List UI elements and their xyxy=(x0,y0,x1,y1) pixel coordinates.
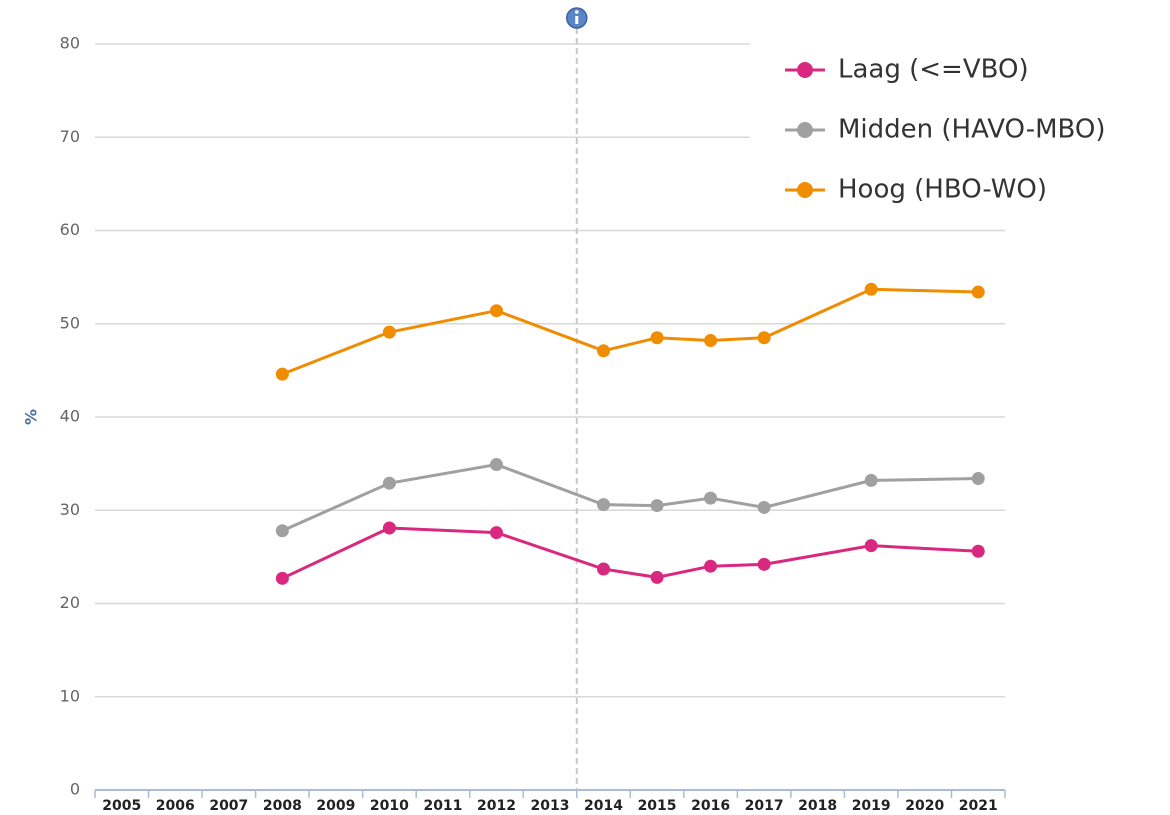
data-point xyxy=(757,500,771,514)
data-point xyxy=(597,498,611,512)
data-point xyxy=(650,499,664,513)
x-tick-label: 2014 xyxy=(584,798,623,814)
x-tick-label: 2021 xyxy=(959,798,998,814)
y-tick-label: 10 xyxy=(60,686,80,705)
x-tick-label: 2008 xyxy=(263,798,302,814)
x-tick-label: 2012 xyxy=(477,798,516,814)
x-tick-label: 2005 xyxy=(102,798,141,814)
y-tick-label: 70 xyxy=(60,127,80,146)
x-tick-label: 2020 xyxy=(905,798,944,814)
data-point xyxy=(971,472,985,486)
x-tick-label: 2016 xyxy=(691,798,730,814)
data-point xyxy=(489,458,503,472)
data-point xyxy=(864,539,878,553)
x-tick-label: 2009 xyxy=(316,798,355,814)
data-point xyxy=(382,521,396,535)
legend-label: Hoog (HBO-WO) xyxy=(838,175,1047,205)
x-tick-label: 2011 xyxy=(423,798,462,814)
data-point xyxy=(650,331,664,345)
data-point xyxy=(597,562,611,576)
legend-marker xyxy=(797,62,813,78)
data-point xyxy=(864,282,878,296)
info-icon-stem xyxy=(575,16,579,24)
y-tick-label: 60 xyxy=(60,220,80,239)
y-tick-label: 0 xyxy=(70,780,80,799)
data-point xyxy=(275,524,289,538)
data-point xyxy=(704,559,718,573)
data-point xyxy=(489,304,503,318)
data-point xyxy=(704,334,718,348)
data-point xyxy=(757,557,771,571)
y-axis-label: % xyxy=(22,409,41,425)
data-point xyxy=(757,331,771,345)
x-tick-label: 2007 xyxy=(209,798,248,814)
series-line xyxy=(281,526,979,580)
data-point xyxy=(489,526,503,540)
y-tick-label: 40 xyxy=(60,407,80,426)
legend-marker xyxy=(797,182,813,198)
data-point xyxy=(275,571,289,585)
x-tick-label: 2018 xyxy=(798,798,837,814)
x-tick-label: 2006 xyxy=(156,798,195,814)
data-point xyxy=(597,344,611,358)
data-point xyxy=(275,367,289,381)
info-icon-dot xyxy=(574,10,579,14)
legend-marker xyxy=(797,122,813,138)
y-tick-label: 80 xyxy=(60,34,80,53)
y-tick-label: 50 xyxy=(60,313,80,332)
legend-label: Laag (<=VBO) xyxy=(838,55,1029,85)
data-point xyxy=(971,544,985,558)
x-tick-label: 2017 xyxy=(745,798,784,814)
data-point xyxy=(382,476,396,490)
data-point xyxy=(864,473,878,487)
legend-label: Midden (HAVO-MBO) xyxy=(838,115,1106,145)
x-tick-label: 2019 xyxy=(852,798,891,814)
data-point xyxy=(971,285,985,299)
y-tick-label: 30 xyxy=(60,500,80,519)
data-point xyxy=(650,570,664,584)
data-point xyxy=(704,491,718,505)
x-tick-label: 2013 xyxy=(531,798,570,814)
x-tick-label: 2010 xyxy=(370,798,409,814)
data-point xyxy=(382,325,396,339)
y-tick-label: 20 xyxy=(60,593,80,612)
x-tick-label: 2015 xyxy=(638,798,677,814)
